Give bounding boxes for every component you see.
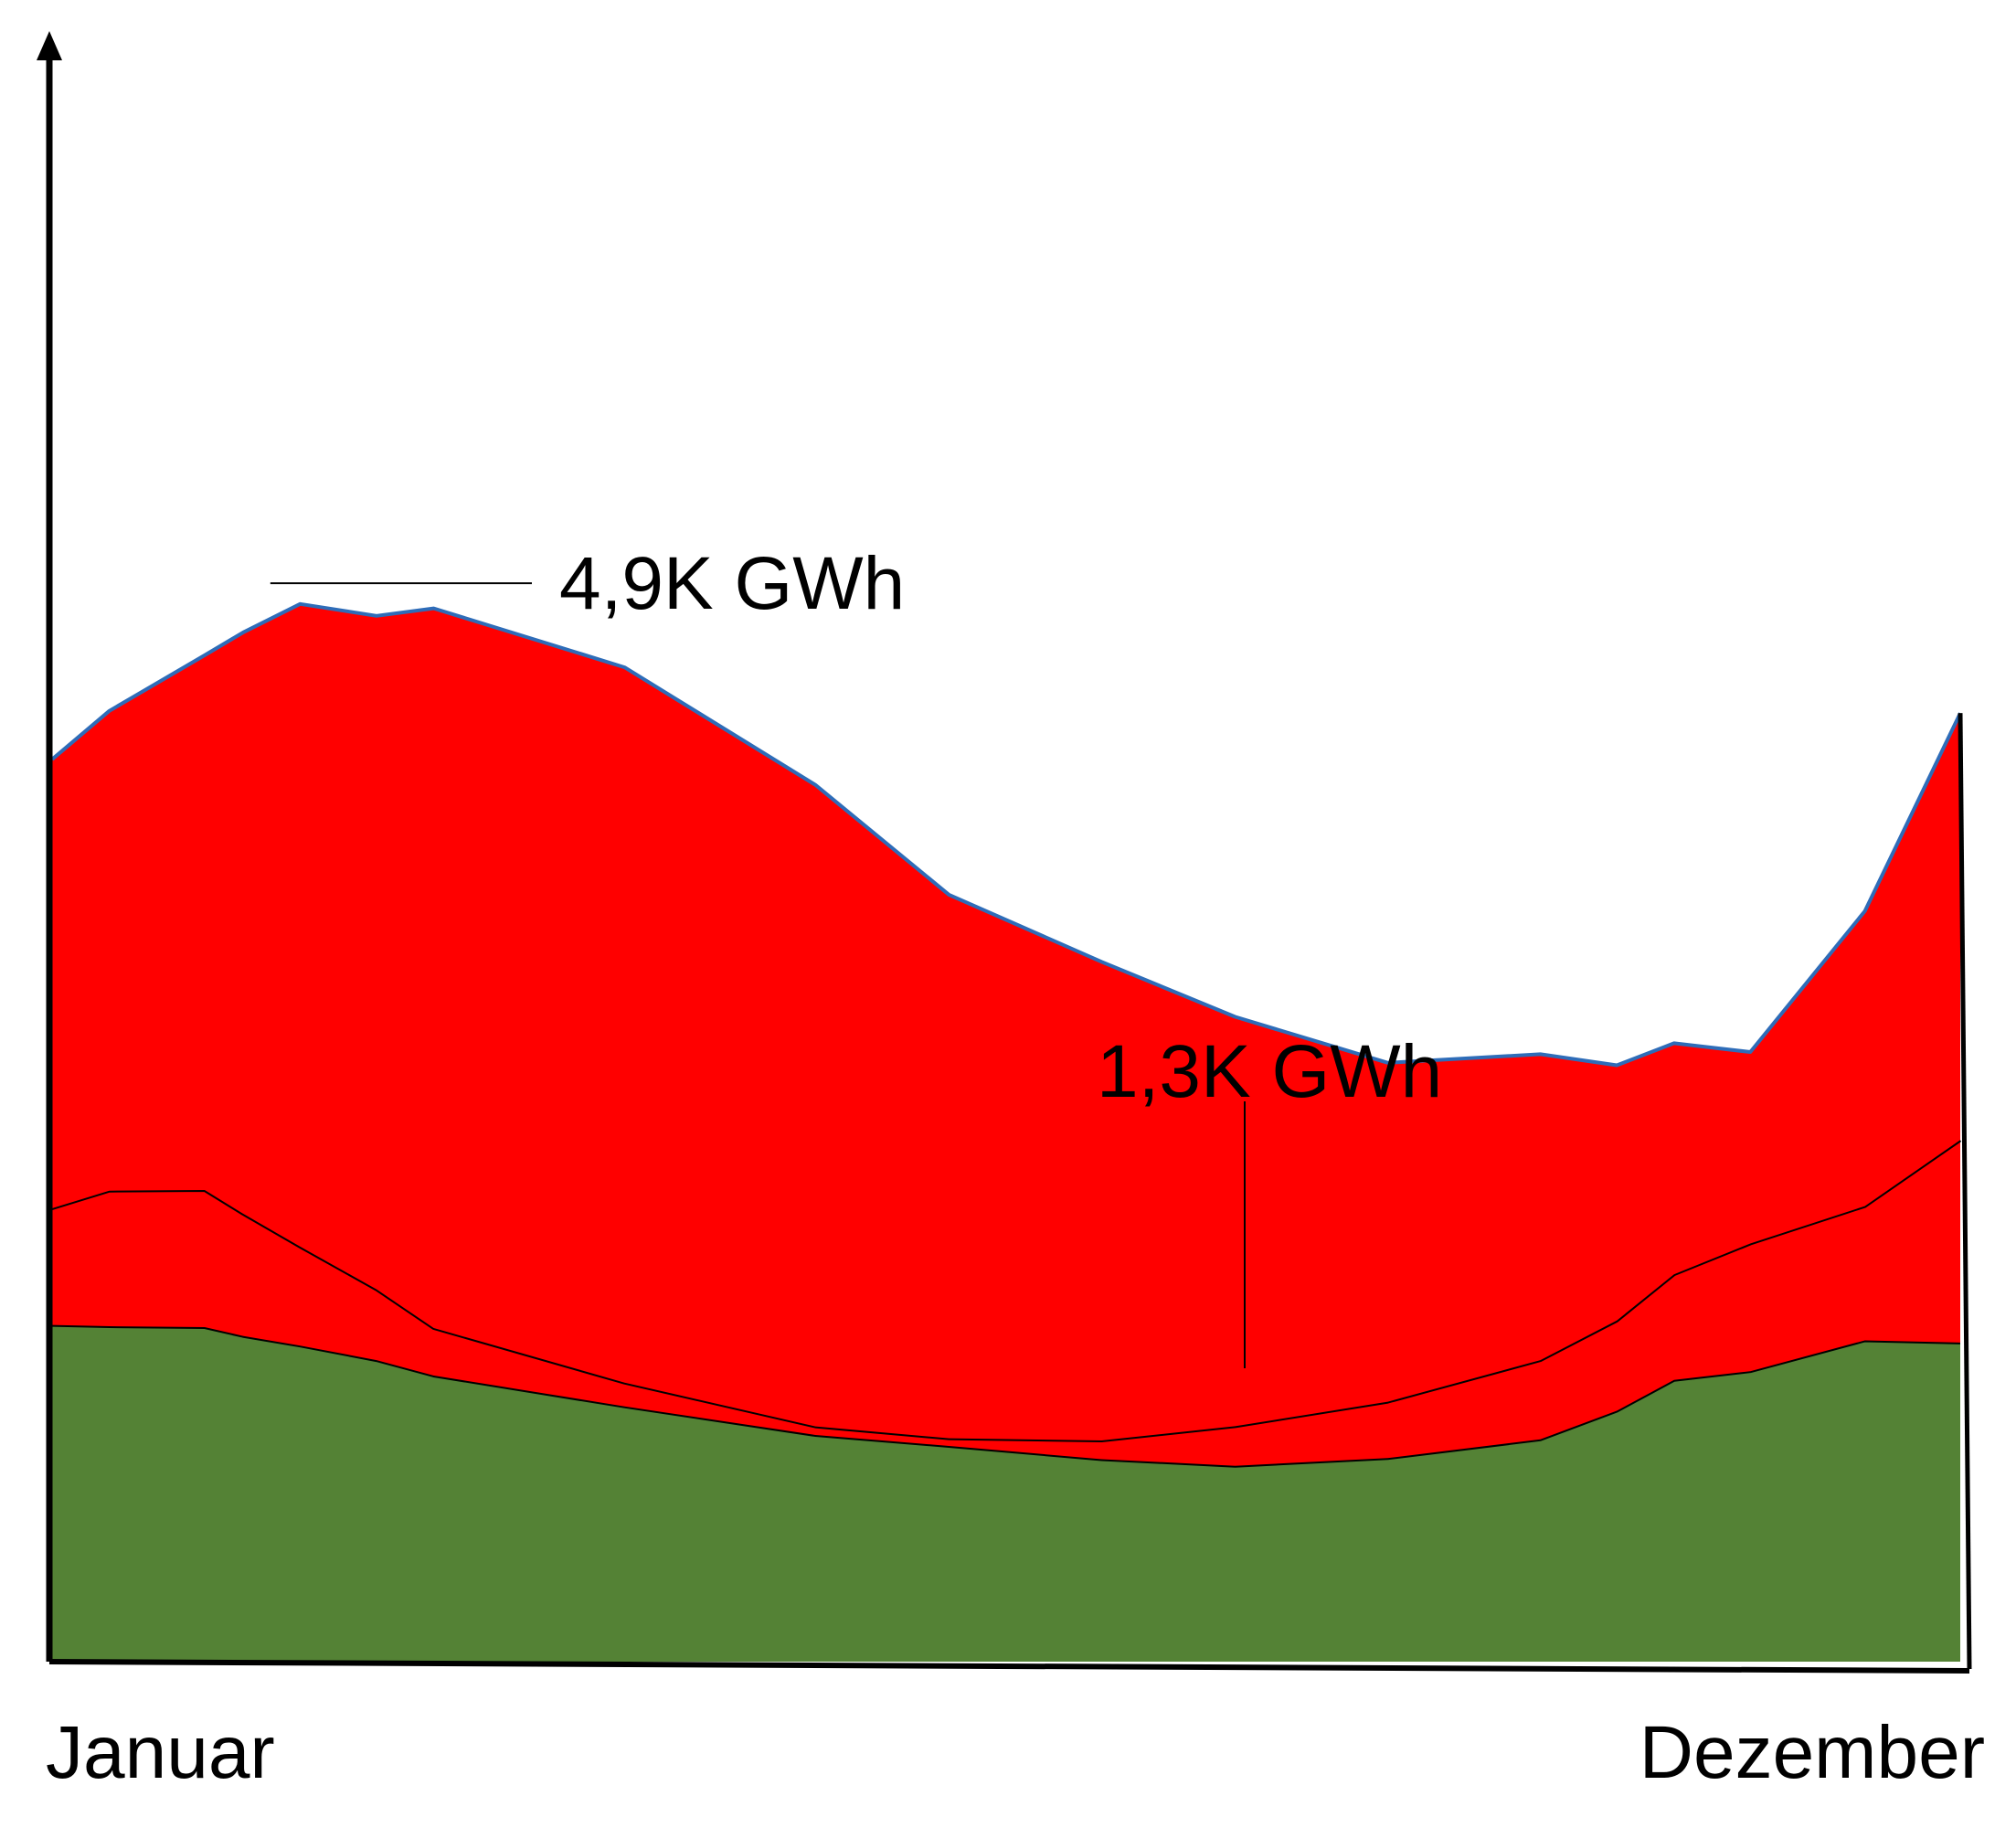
annotation-label: 4,9K GWh [559,542,905,625]
area-band-3 [52,603,1960,1440]
axes-group [37,31,1972,1674]
x-axis-end-label: Dezember [1639,1711,1985,1794]
annotation-label: 1,3K GWh [1097,1030,1442,1113]
area-band-1 [52,1324,1960,1662]
x-axis-start-label: Januar [46,1711,275,1794]
area-series-group [50,601,1962,1662]
y-axis-arrow-icon [37,31,62,60]
x-axis [48,1659,1970,1674]
area-boundary-line-3 [50,601,1962,1068]
area-band-2 [52,1140,1960,1466]
annotation-group: 4,9K GWh 1,3K GWh [270,542,1442,1368]
plot-right-edge [1958,713,1972,1670]
